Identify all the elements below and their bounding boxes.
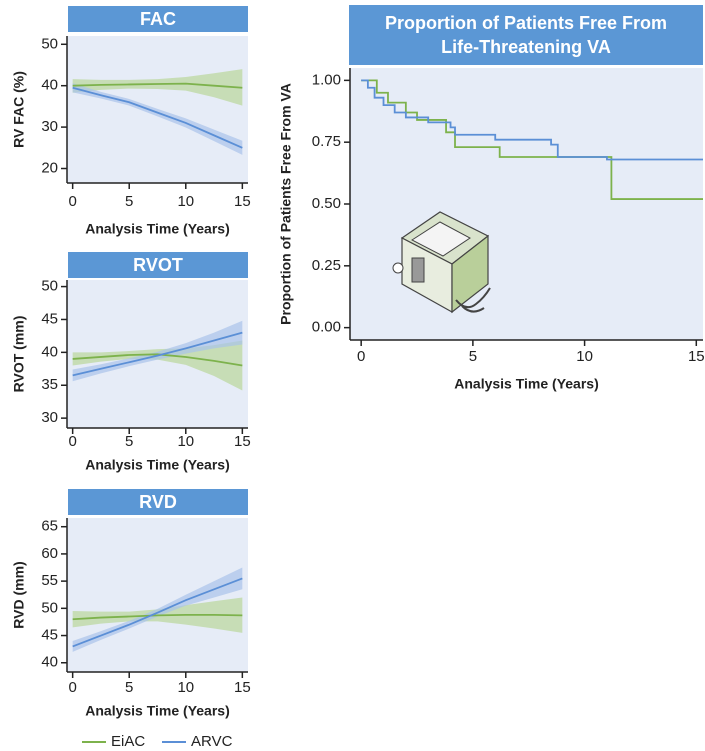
y-axis-label: RVD (mm) (11, 561, 27, 628)
series-line (72, 577, 243, 648)
x-tick-label: 15 (234, 679, 251, 696)
x-tick-label: 0 (68, 679, 76, 696)
x-tick-label: 5 (469, 348, 477, 365)
y-tick-label: 30 (41, 118, 58, 135)
series-line (72, 613, 243, 621)
x-tick-label: 15 (688, 348, 705, 365)
y-tick-label: 30 (41, 409, 58, 426)
y-axis-label: RVOT (mm) (11, 316, 27, 393)
x-tick-label: 10 (177, 193, 194, 210)
y-tick-label: 35 (41, 376, 58, 393)
y-tick-label: 40 (41, 77, 58, 94)
y-tick-label: 20 (41, 159, 58, 176)
chart-title: RVOT (68, 252, 248, 278)
y-tick-label: 60 (41, 545, 58, 562)
x-axis-label: Analysis Time (Years) (85, 703, 229, 719)
x-tick-label: 0 (68, 433, 76, 450)
y-tick-label: 50 (41, 278, 58, 295)
y-tick-label: 40 (41, 343, 58, 360)
series-line (72, 86, 243, 149)
chart-title: RVD (68, 489, 248, 515)
x-tick-label: 5 (125, 193, 133, 210)
confidence-band (72, 69, 243, 106)
x-tick-label: 0 (357, 348, 365, 365)
x-axis-label: Analysis Time (Years) (85, 221, 229, 237)
x-tick-label: 5 (125, 433, 133, 450)
confidence-band (72, 340, 243, 391)
x-tick-label: 15 (234, 433, 251, 450)
y-tick-label: 50 (41, 35, 58, 52)
plot-area (350, 68, 703, 340)
series-line (361, 79, 703, 161)
y-tick-label: 45 (41, 627, 58, 644)
x-tick-label: 0 (68, 193, 76, 210)
y-tick-label: 45 (41, 310, 58, 327)
x-tick-label: 10 (177, 433, 194, 450)
x-tick-label: 5 (125, 679, 133, 696)
y-tick-label: 1.00 (312, 71, 341, 88)
series-line (72, 353, 243, 367)
series-line (361, 79, 703, 200)
y-axis-label: Proportion of Patients Free From VA (278, 83, 294, 325)
y-tick-label: 65 (41, 518, 58, 535)
y-tick-label: 50 (41, 599, 58, 616)
y-tick-label: 55 (41, 572, 58, 589)
device-icon (392, 211, 491, 314)
legend-label: EiAC (111, 733, 145, 750)
legend-label: ARVC (191, 733, 233, 750)
chart-title: Proportion of Patients Free From Life-Th… (349, 5, 703, 65)
x-tick-label: 10 (576, 348, 593, 365)
series-line (72, 82, 243, 89)
y-tick-label: 0.50 (312, 195, 341, 212)
x-axis-label: Analysis Time (Years) (454, 376, 598, 392)
x-tick-label: 15 (234, 193, 251, 210)
confidence-band (72, 83, 243, 155)
y-tick-label: 0.00 (312, 319, 341, 336)
chart-title: FAC (68, 6, 248, 32)
x-axis-label: Analysis Time (Years) (85, 457, 229, 473)
y-tick-label: 0.25 (312, 257, 341, 274)
y-tick-label: 0.75 (312, 133, 341, 150)
x-tick-label: 10 (177, 679, 194, 696)
y-tick-label: 40 (41, 654, 58, 671)
series-line (72, 331, 243, 377)
y-axis-label: RV FAC (%) (11, 71, 27, 148)
